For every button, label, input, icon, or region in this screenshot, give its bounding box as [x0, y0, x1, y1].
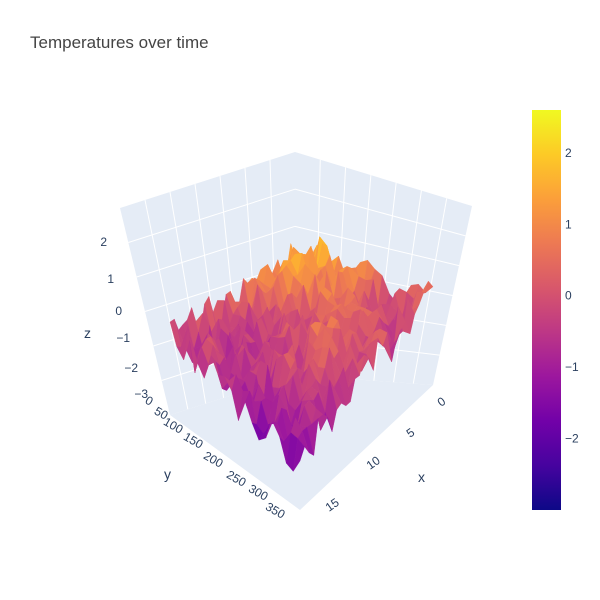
y-tick-label: 350	[263, 499, 288, 521]
gridline	[294, 225, 460, 267]
colorbar	[532, 110, 561, 510]
z-axis-label: z	[84, 325, 91, 341]
z-tick-label: −3	[134, 387, 148, 401]
x-tick-label: 5	[404, 425, 418, 440]
colorbar-tick-label: −2	[565, 432, 579, 446]
gridline	[294, 188, 466, 237]
y-axis-label: y	[164, 466, 171, 482]
y-tick-label: 50	[152, 404, 171, 423]
surface-mesh	[169, 236, 434, 472]
x-axis-label: x	[418, 469, 425, 485]
chart-title: Temperatures over time	[30, 33, 209, 52]
z-tick-label: 2	[100, 235, 107, 249]
y-tick-label: 250	[224, 467, 249, 489]
colorbar-tick-label: −1	[565, 360, 579, 374]
surface-patch	[293, 438, 305, 472]
x-tick-label: 15	[323, 495, 342, 514]
z-tick-label: 0	[115, 304, 122, 318]
z-axis-ticks: −3 −2 −1 0 1 2	[100, 235, 148, 401]
z-tick-label: −2	[124, 361, 138, 375]
z-tick-label: 1	[107, 272, 114, 286]
colorbar-tick-label: 0	[565, 289, 572, 303]
gridline	[128, 188, 296, 243]
gridline	[136, 225, 296, 278]
colorbar-tick-label: 1	[565, 217, 572, 231]
colorbar-tick-label: 2	[565, 146, 572, 160]
x-tick-label: 0	[435, 394, 449, 409]
z-tick-label: −1	[116, 331, 130, 345]
colorbar-ticks: 2 1 0 −1 −2	[565, 146, 579, 446]
x-tick-label: 10	[364, 453, 383, 472]
